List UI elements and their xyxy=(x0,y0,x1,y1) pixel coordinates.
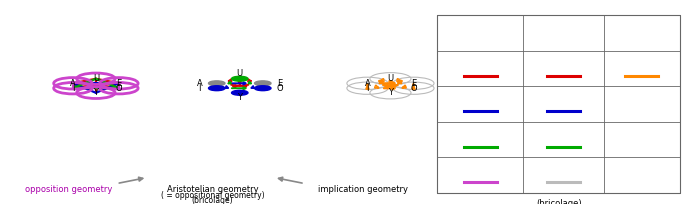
Text: R-implication: R-implication xyxy=(526,164,570,170)
Text: L-implication: L-implication xyxy=(606,129,649,135)
Text: U: U xyxy=(388,74,393,83)
Text: non-implication: non-implication xyxy=(606,58,658,64)
Text: (bricolage): (bricolage) xyxy=(536,199,582,204)
Text: contrariety: contrariety xyxy=(526,93,563,99)
Text: O: O xyxy=(410,84,416,93)
Text: (bricolage): (bricolage) xyxy=(192,196,233,204)
Text: opposition geometry: opposition geometry xyxy=(25,185,112,194)
Circle shape xyxy=(255,86,271,91)
Text: O: O xyxy=(116,84,122,93)
Text: I: I xyxy=(366,84,369,93)
Circle shape xyxy=(255,81,271,86)
Text: contradiction: contradiction xyxy=(526,58,570,64)
Text: contrariety: contrariety xyxy=(440,93,477,99)
Text: E: E xyxy=(277,79,282,88)
Text: U: U xyxy=(237,69,242,78)
Text: U: U xyxy=(93,74,99,83)
Text: E: E xyxy=(411,79,416,88)
Circle shape xyxy=(208,81,225,86)
Text: bi-implication: bi-implication xyxy=(606,164,652,170)
Text: A: A xyxy=(197,79,203,88)
Text: A: A xyxy=(364,79,371,88)
Text: R-implication: R-implication xyxy=(606,93,650,99)
Text: E: E xyxy=(116,79,121,88)
Text: subcontrariety: subcontrariety xyxy=(526,129,575,135)
Text: non-contradiction: non-contradiction xyxy=(440,164,499,170)
Text: subcontrariety: subcontrariety xyxy=(440,129,488,135)
Text: implication
geometry: implication geometry xyxy=(622,27,662,40)
Text: opposition
geometry: opposition geometry xyxy=(462,27,499,40)
Circle shape xyxy=(232,90,248,95)
Text: Y: Y xyxy=(93,88,99,97)
Text: O: O xyxy=(277,84,283,93)
Circle shape xyxy=(208,86,225,91)
Text: implication geometry: implication geometry xyxy=(318,185,408,194)
Text: Aristotelian
geometry: Aristotelian geometry xyxy=(543,27,584,40)
Text: A: A xyxy=(70,79,76,88)
Text: ( = oppositional geometry): ( = oppositional geometry) xyxy=(160,191,264,200)
Circle shape xyxy=(232,76,248,81)
Text: Y: Y xyxy=(237,93,242,102)
Text: I: I xyxy=(199,84,201,93)
Text: Aristotelian geometry: Aristotelian geometry xyxy=(166,185,258,194)
Text: Y: Y xyxy=(388,88,393,97)
Text: contradiction: contradiction xyxy=(440,58,484,64)
Text: I: I xyxy=(72,84,74,93)
